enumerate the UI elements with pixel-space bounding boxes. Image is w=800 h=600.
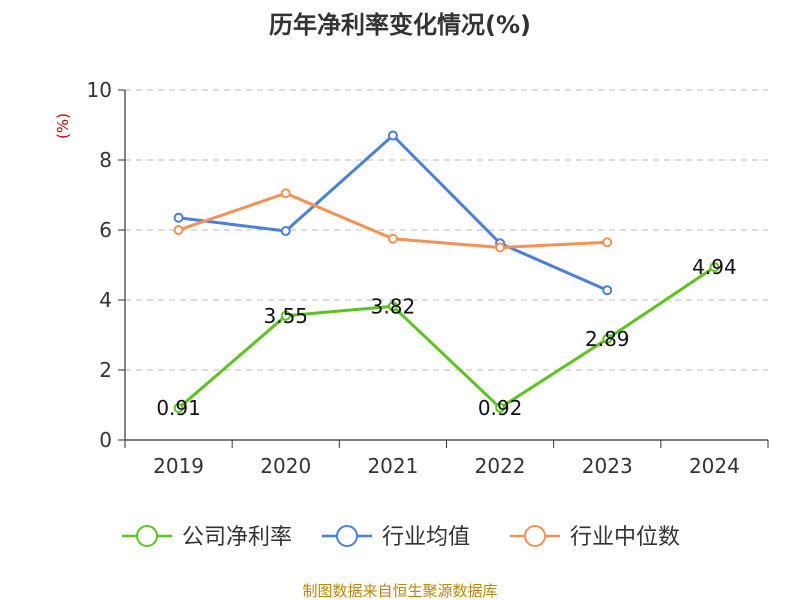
data-point[interactable] xyxy=(387,233,398,244)
series-line xyxy=(178,134,608,292)
y-tick-label: 4 xyxy=(99,288,112,312)
data-point[interactable] xyxy=(495,402,506,413)
legend-marker xyxy=(136,525,158,547)
data-labels: 0.91 3.55 3.82 0.92 2.89 4.94 xyxy=(156,255,736,420)
x-tick-label: 2021 xyxy=(367,454,418,478)
data-point[interactable] xyxy=(602,237,613,248)
series-lines xyxy=(173,130,720,414)
x-tick-label: 2019 xyxy=(153,454,204,478)
data-label: 0.92 xyxy=(478,396,523,420)
data-point[interactable] xyxy=(280,188,291,199)
data-point[interactable] xyxy=(709,262,720,273)
grid-lines xyxy=(125,89,768,371)
data-point[interactable] xyxy=(173,225,184,235)
axes: 0 2 4 6 8 10 2019 2020 2021 2022 2023 2024 xyxy=(87,78,769,478)
legend-marker xyxy=(336,525,358,547)
data-point[interactable] xyxy=(387,301,398,312)
chart-title: 历年净利率变化情况(%) xyxy=(269,11,531,39)
y-axis-unit: (%) xyxy=(54,113,72,139)
source-note: 制图数据来自恒生聚源数据库 xyxy=(302,582,497,600)
x-tick-label: 2023 xyxy=(582,454,633,478)
data-label: 3.82 xyxy=(371,294,416,318)
series-1 xyxy=(173,130,613,296)
y-tick-label: 0 xyxy=(99,428,112,452)
data-point[interactable] xyxy=(280,226,291,237)
y-tick-label: 8 xyxy=(99,148,112,172)
data-point[interactable] xyxy=(602,333,613,344)
data-point[interactable] xyxy=(495,242,506,253)
data-label: 3.55 xyxy=(263,304,308,328)
data-label: 2.89 xyxy=(585,327,630,351)
y-tick-label: 10 xyxy=(87,78,112,102)
legend-label: 公司净利率 xyxy=(182,525,292,550)
x-tick-label: 2020 xyxy=(260,454,311,478)
series-0 xyxy=(173,262,720,414)
x-tick-label: 2024 xyxy=(689,454,740,478)
x-tick-label: 2022 xyxy=(475,454,526,478)
data-point[interactable] xyxy=(387,130,398,141)
legend-item-0[interactable]: 公司净利率 xyxy=(122,525,292,550)
legend-label: 行业均值 xyxy=(382,525,470,550)
data-point[interactable] xyxy=(173,212,184,223)
data-point[interactable] xyxy=(602,285,613,296)
legend-marker xyxy=(524,525,546,547)
series-line xyxy=(177,265,716,410)
series-2 xyxy=(173,188,613,253)
legend[interactable]: 公司净利率 行业均值 行业中位数 xyxy=(122,525,680,550)
data-point[interactable] xyxy=(173,403,184,414)
legend-item-1[interactable]: 行业均值 xyxy=(322,525,470,550)
data-label: 4.94 xyxy=(692,255,737,279)
data-point[interactable] xyxy=(280,310,291,321)
data-label: 0.91 xyxy=(156,396,201,420)
y-tick-label: 6 xyxy=(99,218,112,242)
legend-item-2[interactable]: 行业中位数 xyxy=(510,525,680,550)
legend-label: 行业中位数 xyxy=(570,525,680,550)
y-tick-label: 2 xyxy=(99,358,112,382)
